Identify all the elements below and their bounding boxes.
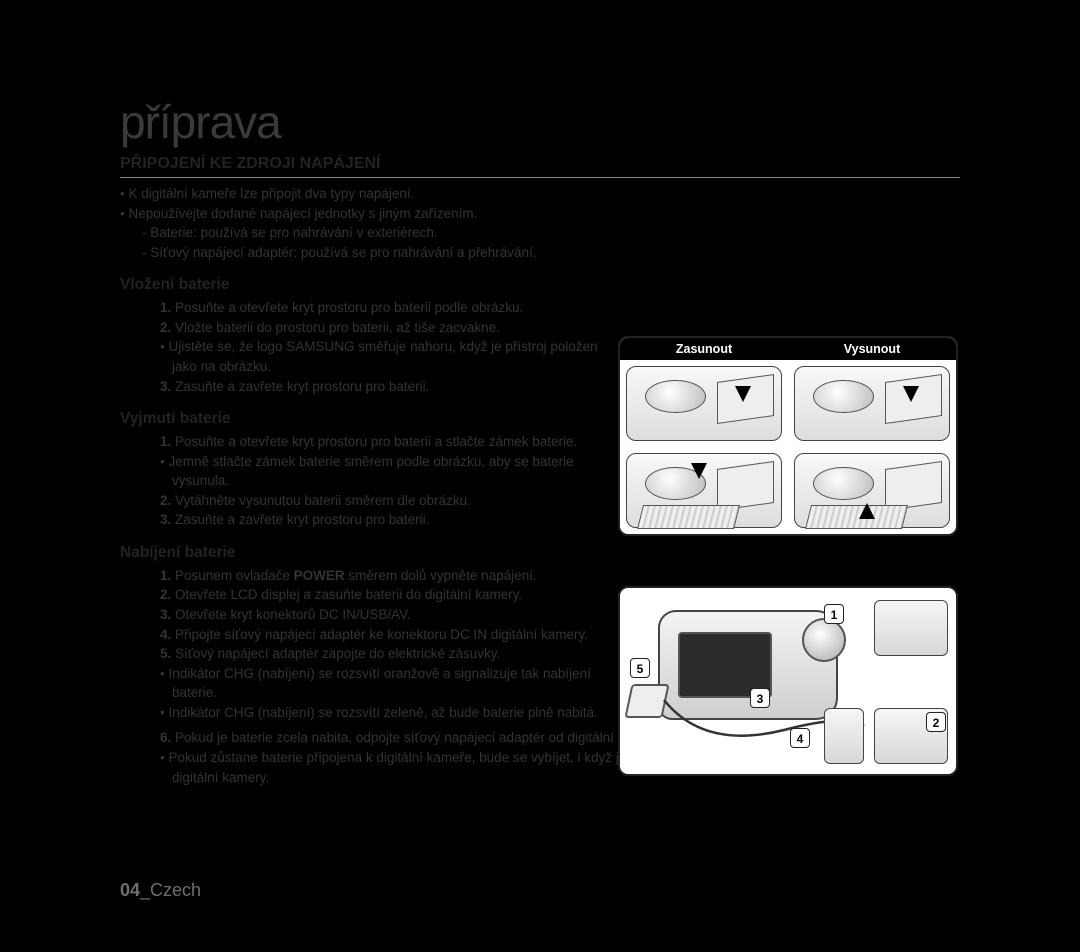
figure-battery-cell-2 [788, 360, 956, 447]
eject-step-3: 3. Zasuňte a zavřete kryt prostoru pro b… [156, 510, 600, 530]
power-dash-1: Baterie: používá se pro nahrávání v exte… [142, 223, 960, 243]
detail-top [874, 600, 948, 656]
callout-4: 4 [790, 728, 810, 748]
page-title: příprava [120, 95, 960, 149]
insert-step-3: 3. Zasuňte a zavřete kryt prostoru pro b… [156, 377, 600, 397]
section-heading-power: PŘIPOJENÍ KE ZDROJI NAPÁJENÍ [120, 155, 960, 178]
charge-step-3: 3. Otevřete kryt konektorů DC IN/USB/AV. [156, 605, 600, 625]
eject-step-1: 1. Posuňte a otevřete kryt prostoru pro … [156, 432, 600, 491]
charge-step-4: 4. Připojte síťový napájecí adaptér ke k… [156, 625, 600, 645]
subheading-eject: Vyjmutí baterie [120, 410, 600, 428]
callout-5: 5 [630, 658, 650, 678]
subheading-charge: Nabíjení baterie [120, 544, 600, 562]
insert-step-2-sub: Ujistěte se, že logo SAMSUNG směřuje nah… [160, 337, 600, 376]
insert-step-2: 2. Vložte baterii do prostoru pro bateri… [156, 318, 600, 377]
figure-battery-label-insert: Zasunout [620, 338, 788, 360]
charge-step-5: 5. Síťový napájecí adaptér zapojte do el… [156, 644, 600, 722]
callout-2: 2 [926, 712, 946, 732]
figure-battery-cell-3 [620, 447, 788, 534]
callout-1: 1 [824, 604, 844, 624]
left-column: Vložení baterie 1. Posuňte a otevřete kr… [120, 276, 600, 722]
insert-step-1: 1. Posuňte a otevřete kryt prostoru pro … [156, 298, 600, 318]
figure-charging: 1 2 3 4 5 [618, 586, 958, 776]
power-bullet-2: Nepoužívejte dodané napájecí jednotky s … [120, 204, 960, 224]
power-bullets: K digitální kameře lze připojit dva typy… [120, 184, 960, 262]
callout-3: 3 [750, 688, 770, 708]
figure-battery-label-eject: Vysunout [788, 338, 956, 360]
charge-steps: 1. Posunem ovladače POWER směrem dolů vy… [120, 566, 600, 723]
eject-steps: 1. Posuňte a otevřete kryt prostoru pro … [120, 432, 600, 530]
subheading-insert: Vložení baterie [120, 276, 600, 294]
detail-bottom-left [824, 708, 864, 764]
power-dash-list: Baterie: používá se pro nahrávání v exte… [120, 223, 960, 262]
eject-step-1-sub: Jemně stlačte zámek baterie směrem podle… [160, 452, 600, 491]
eject-step-2: 2. Vytáhněte vysunutou baterii směrem dl… [156, 491, 600, 511]
figure-battery-cell-4 [788, 447, 956, 534]
manual-page: příprava PŘIPOJENÍ KE ZDROJI NAPÁJENÍ K … [120, 95, 960, 895]
charge-step-5-sub2: Indikátor CHG (nabíjení) se rozsvítí zel… [160, 703, 600, 723]
insert-steps: 1. Posuňte a otevřete kryt prostoru pro … [120, 298, 600, 396]
power-dash-2: Síťový napájecí adaptér: používá se pro … [142, 243, 960, 263]
figure-battery-cell-1 [620, 360, 788, 447]
charge-step-2: 2. Otevřete LCD displej a zasuňte bateri… [156, 585, 600, 605]
page-number: 04_Czech [120, 880, 201, 901]
figure-battery: Zasunout Vysunout [618, 336, 958, 536]
charge-step-5-sub1: Indikátor CHG (nabíjení) se rozsvítí ora… [160, 664, 600, 703]
power-bullet-1: K digitální kameře lze připojit dva typy… [120, 184, 960, 204]
charge-step-1: 1. Posunem ovladače POWER směrem dolů vy… [156, 566, 600, 586]
